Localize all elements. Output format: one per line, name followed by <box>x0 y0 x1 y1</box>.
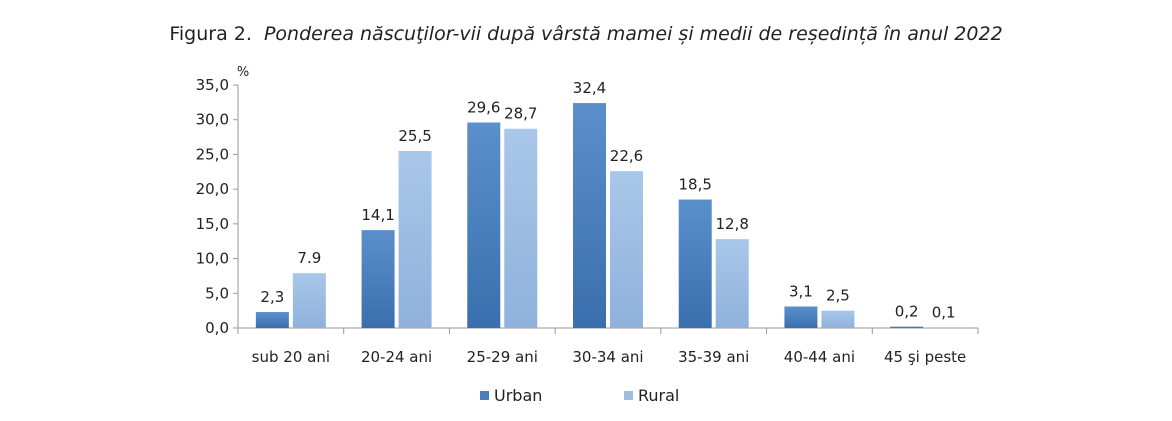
chart-title: Figura 2. Ponderea născuţilor-vii după v… <box>169 23 1002 45</box>
y-tick-label: 35,0 <box>196 76 229 94</box>
data-label-rural: 28,7 <box>504 105 537 123</box>
bar-urban <box>678 199 712 328</box>
y-tick-label: 10,0 <box>196 250 229 268</box>
x-tick-label: 30-34 ani <box>572 348 643 366</box>
legend-label-rural: Rural <box>638 386 679 405</box>
data-label-rural: 25,5 <box>398 127 431 145</box>
y-tick-label: 15,0 <box>196 215 229 233</box>
y-tick-label: 30,0 <box>196 111 229 129</box>
chart-title-text: Ponderea născuţilor-vii după vârstă mame… <box>264 23 1003 45</box>
y-axis-label: % <box>237 65 249 80</box>
y-tick-label: 20,0 <box>196 180 229 198</box>
data-label-urban: 3,1 <box>789 282 813 300</box>
legend: Urban Rural <box>480 386 679 405</box>
data-label-rural: 2,5 <box>826 287 850 305</box>
data-label-urban: 14,1 <box>361 206 394 224</box>
bar-rural <box>398 150 432 328</box>
x-tick-label: 25-29 ani <box>467 348 538 366</box>
bar-rural <box>927 327 961 328</box>
data-label-urban: 2,3 <box>260 288 284 306</box>
bar-urban <box>890 326 924 328</box>
bar-urban <box>784 306 818 328</box>
data-label-urban: 18,5 <box>679 176 712 194</box>
y-tick-label: 25,0 <box>196 145 229 163</box>
y-tick-label: 5,0 <box>205 284 229 302</box>
bars: 2,3 14,1 29,6 32,4 18,5 3,1 0,2 7.9 25,5 28,7 22,6… <box>255 79 961 329</box>
chart-title-prefix: Figura 2. <box>169 23 252 45</box>
bar-urban <box>467 122 501 329</box>
y-tick-label: 0,0 <box>205 319 229 337</box>
data-label-rural: 0,1 <box>932 303 956 321</box>
x-tick-label: 20-24 ani <box>361 348 432 366</box>
data-label-rural: 22,6 <box>610 147 643 165</box>
bar-rural <box>292 273 326 328</box>
y-axis: 0,0 5,0 10,0 15,0 20,0 25,0 30,0 35,0 <box>196 76 239 337</box>
legend-swatch-urban <box>480 391 489 400</box>
x-tick-label: 45 şi peste <box>884 348 966 366</box>
bar-urban <box>573 103 606 329</box>
data-label-rural: 12,8 <box>716 215 749 233</box>
x-axis: sub 20 ani 20-24 ani 25-29 ani 30-34 ani 35-… <box>237 327 979 366</box>
x-tick-label: 40-44 ani <box>784 348 855 366</box>
x-tick-label: sub 20 ani <box>252 348 330 366</box>
bar-urban <box>361 230 395 328</box>
bar-rural <box>715 239 749 328</box>
legend-swatch-rural <box>624 391 633 400</box>
x-tick-label: 35-39 ani <box>678 348 749 366</box>
legend-label-urban: Urban <box>494 386 542 405</box>
data-label-rural: 7.9 <box>297 249 321 267</box>
bar-rural <box>821 310 855 328</box>
data-label-urban: 32,4 <box>573 79 606 97</box>
data-label-urban: 0,2 <box>895 303 919 321</box>
bar-urban <box>255 312 289 328</box>
bar-rural <box>504 128 538 328</box>
bar-rural <box>610 171 643 328</box>
data-label-urban: 29,6 <box>467 98 500 116</box>
